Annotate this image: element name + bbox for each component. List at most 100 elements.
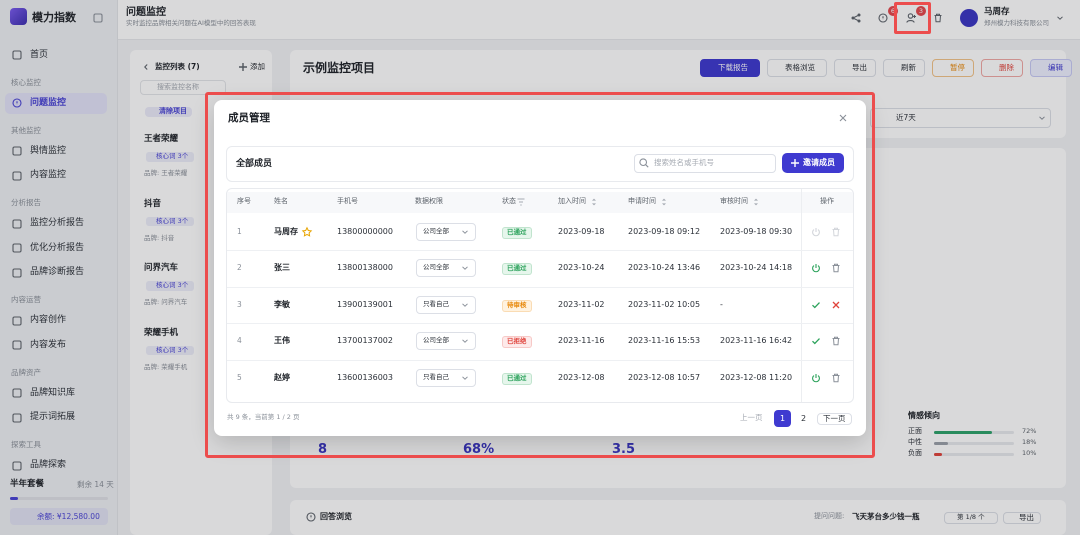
action-button[interactable]: 删除 bbox=[981, 59, 1023, 77]
page-button[interactable]: 1 bbox=[774, 410, 791, 427]
sentiment-track bbox=[934, 452, 1014, 456]
status-tag: 已通过 bbox=[502, 373, 532, 385]
browse-export[interactable]: 导出 bbox=[1003, 511, 1041, 525]
nav-active bbox=[5, 93, 107, 114]
nav-item[interactable]: 品牌诊断报告 bbox=[30, 267, 85, 278]
list-title: 监控列表 (7) bbox=[155, 61, 200, 71]
reviewed-time: 2023-10-24 14:18 bbox=[720, 263, 793, 273]
permission-select[interactable] bbox=[416, 332, 476, 350]
column-header: 状态 bbox=[502, 197, 516, 206]
stat-value: 68% bbox=[463, 441, 495, 457]
member-phone: 13600136003 bbox=[337, 373, 393, 383]
action-button[interactable]: 导出 bbox=[834, 59, 876, 77]
balance-button[interactable] bbox=[10, 508, 108, 525]
member-search-icon bbox=[639, 158, 649, 168]
invite-button[interactable] bbox=[782, 153, 844, 173]
row-index: 1 bbox=[237, 226, 242, 236]
trash-icon[interactable] bbox=[932, 12, 944, 24]
monitor-name[interactable]: 荣耀手机 bbox=[144, 327, 179, 338]
monitor-brand: 品牌: 王者荣耀 bbox=[144, 169, 188, 178]
row-action-power bbox=[812, 228, 820, 237]
permission-select[interactable] bbox=[416, 223, 476, 241]
nav-item[interactable]: 监控分析报告 bbox=[30, 218, 85, 229]
nav-section: 品牌资产 bbox=[11, 367, 41, 377]
monitor-name[interactable]: 抖音 bbox=[144, 198, 162, 209]
reviewed-time: 2023-12-08 11:20 bbox=[720, 373, 793, 383]
table-summary: 共 9 条，当前第 1 / 2 页 bbox=[227, 413, 300, 422]
row-action-delete[interactable] bbox=[830, 372, 842, 384]
row-action-reject[interactable] bbox=[830, 299, 842, 311]
back[interactable] bbox=[140, 61, 152, 73]
row-index: 3 bbox=[237, 299, 242, 309]
highlight-modal bbox=[205, 92, 875, 458]
prev-page[interactable]: 上一页 bbox=[740, 412, 763, 422]
action-button[interactable]: 刷新 bbox=[883, 59, 925, 77]
highlight-member-icon bbox=[894, 2, 931, 34]
permission-select[interactable] bbox=[416, 259, 476, 277]
reviewed-time: - bbox=[720, 300, 723, 310]
row-divider bbox=[227, 250, 853, 251]
nav-item[interactable]: 内容监控 bbox=[30, 170, 67, 181]
row-action-approve[interactable] bbox=[810, 335, 822, 347]
status-tag: 已通过 bbox=[502, 227, 532, 239]
member-search[interactable] bbox=[634, 154, 776, 173]
question-pager: 第 1/8 个 bbox=[944, 512, 998, 524]
sentiment-bar bbox=[934, 452, 942, 456]
list-add[interactable]: 添加 bbox=[250, 61, 265, 71]
nav-item[interactable]: 提示词拓展 bbox=[30, 412, 76, 423]
sentiment-name: 负面 bbox=[908, 449, 922, 458]
row-divider bbox=[227, 323, 853, 324]
user-menu[interactable] bbox=[1054, 12, 1066, 24]
permission-chevron bbox=[462, 230, 468, 234]
page-title: 问题监控 bbox=[126, 7, 166, 18]
question-label: 提问问题: bbox=[814, 512, 845, 521]
bell-icon[interactable] bbox=[877, 12, 889, 24]
member-icon[interactable] bbox=[905, 12, 917, 24]
fixed-column-divider bbox=[801, 189, 802, 402]
nav-icon bbox=[12, 460, 22, 471]
owner-star bbox=[301, 226, 313, 237]
permission-select[interactable] bbox=[416, 369, 476, 387]
row-action-delete[interactable] bbox=[830, 335, 842, 347]
action-button[interactable]: 下载报告 bbox=[700, 59, 760, 77]
row-action-delete[interactable] bbox=[830, 262, 842, 274]
action-button[interactable]: 编辑 bbox=[1030, 59, 1072, 77]
nav-item[interactable]: 内容发布 bbox=[30, 339, 67, 350]
monitor-name[interactable]: 王者荣耀 bbox=[144, 134, 179, 145]
permission: 公司全部 bbox=[423, 336, 449, 345]
nav-item[interactable]: 优化分析报告 bbox=[30, 242, 85, 253]
nav-item[interactable]: 内容创作 bbox=[30, 315, 67, 326]
monitor-brand: 品牌: 抖音 bbox=[144, 233, 175, 242]
nav-item[interactable]: 首页 bbox=[30, 49, 49, 60]
user-company: 郑州模力科技有限公司 bbox=[984, 19, 1049, 28]
row-action-power[interactable] bbox=[810, 372, 822, 384]
page-button[interactable]: 2 bbox=[800, 414, 807, 423]
next-page[interactable]: 下一页 bbox=[817, 412, 852, 426]
row-action-approve[interactable] bbox=[810, 299, 822, 311]
brand-name: 模力指数 bbox=[32, 11, 76, 25]
members-header bbox=[226, 146, 854, 182]
plan-progress bbox=[10, 497, 18, 500]
status-tag: 待审核 bbox=[502, 300, 532, 312]
row-action-power[interactable] bbox=[810, 262, 822, 274]
list-search[interactable] bbox=[140, 80, 226, 95]
sort-icon bbox=[754, 198, 758, 206]
share-icon[interactable] bbox=[850, 12, 862, 24]
range-select[interactable] bbox=[870, 108, 1051, 128]
nav-item[interactable]: 品牌探索 bbox=[30, 460, 67, 471]
joined-time: 2023-12-08 bbox=[558, 373, 605, 383]
nav-item[interactable]: 问题监控 bbox=[30, 97, 67, 108]
monitor-name[interactable]: 问界汽车 bbox=[144, 263, 179, 274]
action-button[interactable]: 表格浏览 bbox=[767, 59, 827, 77]
member-phone: 13700137002 bbox=[337, 336, 393, 346]
modal-close[interactable] bbox=[837, 112, 849, 124]
nav-item[interactable]: 舆情监控 bbox=[30, 145, 67, 156]
permission-select[interactable] bbox=[416, 296, 476, 314]
joined-time: 2023-11-02 bbox=[558, 300, 605, 310]
permission-chevron bbox=[462, 303, 468, 307]
action-button[interactable]: 暂停 bbox=[932, 59, 974, 77]
nav-item[interactable]: 品牌知识库 bbox=[30, 387, 76, 398]
monitor-tag: 核心词 3个 bbox=[146, 281, 195, 291]
applied-time: 2023-09-18 09:12 bbox=[628, 227, 701, 237]
